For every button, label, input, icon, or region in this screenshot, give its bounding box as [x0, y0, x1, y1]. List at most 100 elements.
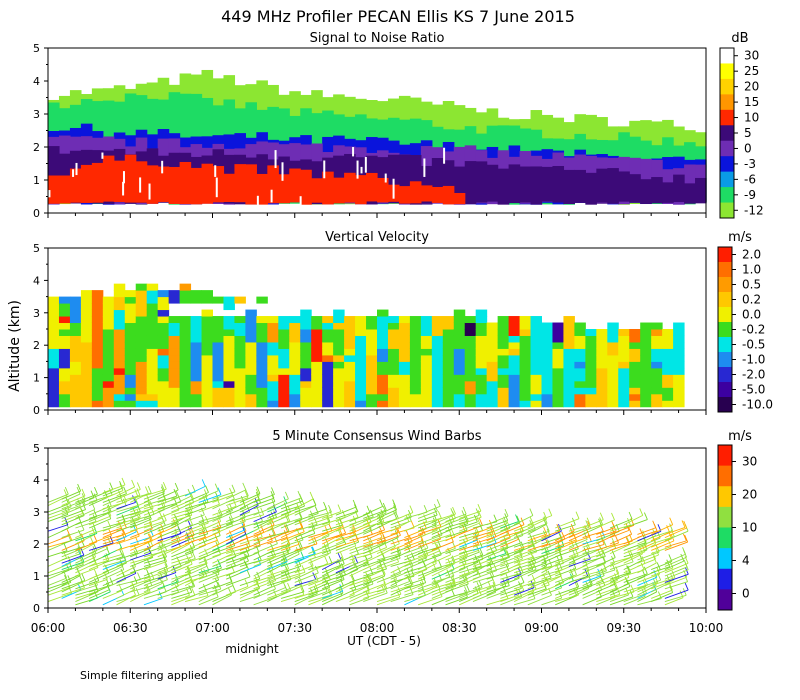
wind-barb-feather — [476, 515, 480, 524]
wind-barb — [184, 520, 205, 529]
velocity-cell — [541, 335, 553, 343]
velocity-cell — [508, 400, 521, 408]
wind-barb-feather — [107, 520, 112, 529]
wind-barb-feather — [81, 488, 86, 497]
wind-barb — [212, 498, 235, 510]
wind-barb — [568, 558, 591, 567]
wind-barb-feather — [120, 568, 125, 577]
wind-barb — [363, 592, 388, 603]
velocity-cell — [113, 348, 126, 356]
wind-barb — [376, 578, 397, 590]
wind-barb — [280, 519, 303, 529]
velocity-cell — [48, 393, 60, 401]
wind-barb — [198, 549, 220, 561]
colorbar-swatch — [718, 247, 732, 263]
wind-barb — [88, 489, 113, 500]
velocity-cell — [135, 283, 148, 291]
wind-barb — [404, 569, 427, 580]
colorbar-label: -2.0 — [742, 368, 765, 382]
wind-barb-feather — [599, 512, 604, 520]
velocity-cell — [256, 354, 268, 362]
velocity-cell — [190, 361, 203, 369]
wind-barb-feather — [353, 504, 358, 512]
wind-barb — [280, 543, 300, 551]
wind-barb — [47, 510, 70, 519]
velocity-cell — [519, 374, 532, 382]
snr-dropout — [281, 162, 284, 181]
wind-barb — [212, 523, 233, 532]
velocity-cell — [135, 329, 148, 336]
wind-barb — [130, 540, 152, 548]
wind-barb-feather — [382, 502, 387, 511]
velocity-cell — [398, 374, 411, 382]
wind-barb — [226, 516, 246, 526]
wind-barb — [184, 526, 206, 535]
wind-barb — [363, 573, 386, 583]
wind-barb — [500, 548, 525, 558]
velocity-cell — [201, 329, 213, 336]
wind-barb — [404, 547, 429, 558]
velocity-cell — [651, 380, 663, 388]
wind-barb-feather — [408, 578, 413, 586]
wind-barb — [555, 594, 579, 603]
snr-dropout — [270, 189, 273, 203]
wind-barb — [198, 516, 222, 526]
velocity-cell — [618, 367, 630, 375]
snr-cell — [453, 192, 466, 205]
velocity-cell — [113, 341, 126, 349]
velocity-cell — [113, 290, 126, 298]
wind-barb-feather — [187, 565, 192, 574]
wind-barb — [363, 541, 387, 551]
wind-barb-feather — [437, 539, 441, 547]
velocity-cell — [629, 393, 641, 401]
wind-barb — [596, 583, 616, 593]
wind-barb-feather — [380, 514, 385, 522]
wind-barb — [116, 502, 136, 510]
wind-barb — [61, 580, 85, 590]
wind-barb-feather — [477, 504, 482, 512]
wind-barb — [431, 513, 456, 523]
wind-barb-feather — [504, 549, 509, 558]
wind-barb-feather — [149, 529, 154, 537]
wind-barb — [390, 584, 413, 596]
wind-barb — [130, 500, 150, 510]
velocity-cell — [256, 341, 268, 349]
velocity-cell — [420, 322, 433, 330]
velocity-cell — [673, 348, 685, 356]
velocity-cell — [355, 322, 367, 330]
wind-barb — [130, 492, 152, 500]
velocity-cell — [552, 361, 564, 369]
wind-barb-feather — [311, 546, 315, 555]
wind-barb-feather — [629, 589, 634, 598]
wind-barb-feather — [327, 587, 332, 596]
velocity-cell — [651, 393, 663, 401]
wind-barb — [431, 583, 455, 593]
velocity-cell — [607, 361, 619, 369]
velocity-cell — [168, 335, 181, 343]
wind-barb — [116, 511, 141, 519]
wind-barb — [637, 551, 660, 561]
wind-barb — [212, 505, 237, 516]
wind-barb — [349, 542, 371, 551]
y-tick-label: 4 — [33, 75, 40, 88]
velocity-cell — [377, 393, 389, 401]
wind-barb — [664, 566, 688, 577]
wind-barb-feather — [367, 574, 372, 582]
wind-barb — [116, 514, 137, 523]
velocity-cell — [223, 296, 235, 304]
wind-barb — [623, 584, 648, 593]
wind-barb — [459, 543, 479, 551]
wind-barb — [130, 565, 151, 574]
velocity-cell — [267, 316, 279, 324]
wind-barb — [102, 527, 122, 535]
wind-barb — [47, 587, 71, 596]
velocity-cell — [223, 400, 235, 408]
velocity-cell — [453, 316, 466, 324]
velocity-cell — [278, 335, 290, 343]
velocity-cell — [464, 316, 477, 324]
wind-barb — [486, 515, 509, 526]
colorbar-label: -0.5 — [742, 338, 765, 352]
wind-barb-feather — [666, 525, 671, 533]
wind-barb — [253, 550, 274, 561]
velocity-cell — [409, 322, 422, 330]
